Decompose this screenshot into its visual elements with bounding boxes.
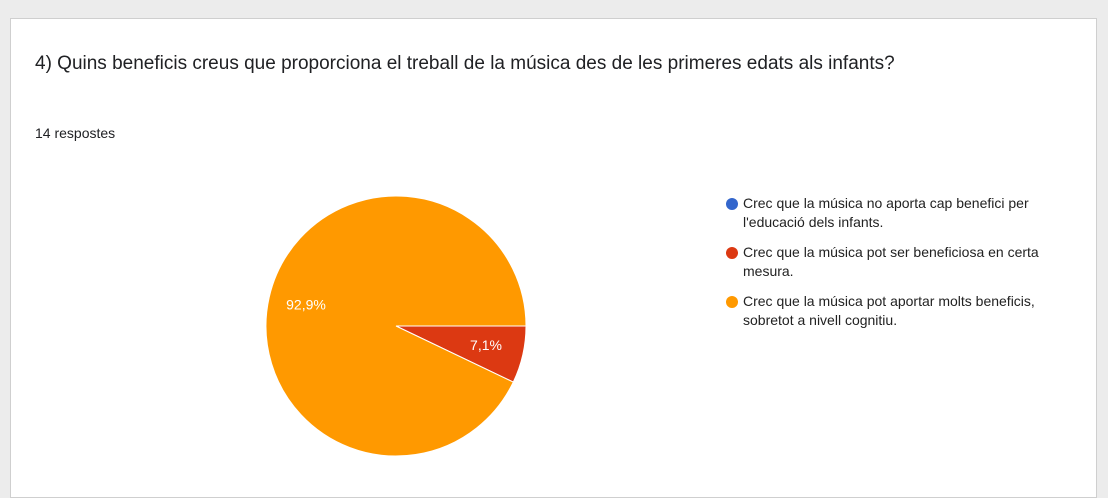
chart-card: 4) Quins beneficis creus que proporciona… bbox=[10, 18, 1097, 498]
legend-item: Crec que la música pot ser beneficiosa e… bbox=[726, 243, 1056, 281]
legend-label: Crec que la música pot ser beneficiosa e… bbox=[743, 244, 1039, 279]
data-label: 7,1% bbox=[470, 337, 502, 353]
chart: 7,1% 92,9% bbox=[265, 195, 527, 457]
legend-item: Crec que la música no aporta cap benefic… bbox=[726, 194, 1056, 232]
legend-item: Crec que la música pot aportar molts ben… bbox=[726, 292, 1056, 330]
legend: Crec que la música no aporta cap benefic… bbox=[726, 194, 1056, 341]
legend-label: Crec que la música pot aportar molts ben… bbox=[743, 293, 1035, 328]
data-label: 92,9% bbox=[286, 296, 326, 312]
pie-slice bbox=[265, 195, 527, 457]
chart-subtitle: 14 respostes bbox=[35, 125, 116, 141]
chart-title: 4) Quins beneficis creus que proporciona… bbox=[35, 53, 895, 74]
legend-label: Crec que la música no aporta cap benefic… bbox=[743, 195, 1029, 230]
legend-swatch bbox=[726, 198, 738, 210]
legend-swatch bbox=[726, 247, 738, 259]
legend-swatch bbox=[726, 296, 738, 308]
